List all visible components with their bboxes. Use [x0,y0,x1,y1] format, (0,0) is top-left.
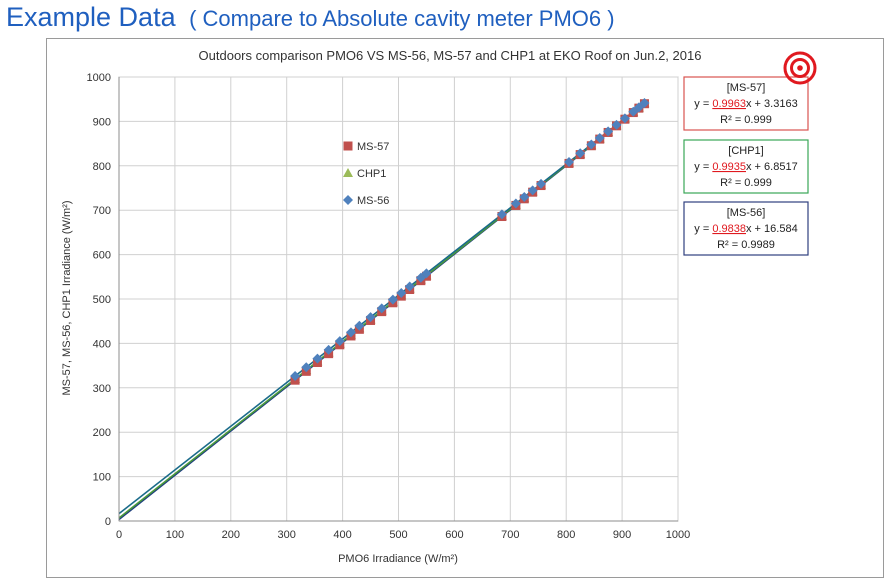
data-point-ms-56 [301,362,312,373]
annotation-header: [CHP1] [728,145,763,157]
legend: MS-57 CHP1 MS-56 [343,141,389,207]
data-point-ms-56 [376,303,387,314]
target-ring-middle [790,58,810,78]
x-axis-label: PMO6 Irradiance (W/m²) [338,553,458,565]
annotation-header: [MS-57] [727,82,766,94]
y-tick-label: 400 [93,338,111,350]
annotation-equation: y = 0.9935x + 6.8517 [694,161,797,173]
x-tick-label: 500 [389,529,407,541]
y-tick-label: 700 [93,205,111,217]
data-point-ms-56 [586,139,597,150]
x-tick-label: 600 [445,529,463,541]
data-point-ms-56 [619,113,630,124]
x-tick-label: 100 [166,529,184,541]
data-point-ms-56 [387,294,398,305]
annotation-box-chp1 [683,139,809,194]
equation-suffix: x + 6.8517 [746,161,798,173]
data-point-ms-56 [323,344,334,355]
equation-slope: 0.9838 [712,223,746,235]
data-point-ms-56 [575,148,586,159]
legend-marker-chp1 [343,168,353,177]
x-tick-label: 0 [116,529,122,541]
y-tick-label: 200 [93,427,111,439]
chart-title: Outdoors comparison PMO6 VS MS-56, MS-57… [199,48,702,63]
legend-label-ms-57: MS-57 [357,141,389,153]
equation-prefix: y = [694,161,712,173]
annotation-box-ms-56 [683,201,809,256]
page-subtitle: ( Compare to Absolute cavity meter PMO6 … [189,6,615,31]
data-point-ms-56 [639,98,650,109]
data-point-ms-56 [334,336,345,347]
data-point-ms-56 [312,353,323,364]
y-tick-label: 300 [93,383,111,395]
x-tick-label: 1000 [666,529,690,541]
equation-suffix: x + 3.3163 [746,98,798,110]
annotation-r2: R² = 0.999 [720,114,772,126]
legend-marker-ms-57 [343,141,353,151]
equation-slope: 0.9935 [712,161,746,173]
regression-annotations: [MS-57] y = 0.9963x + 3.3163 R² = 0.999 [CH… [683,76,809,256]
annotation-r2: R² = 0.9989 [717,239,775,251]
data-points [290,98,650,385]
data-point-ms-56 [519,191,530,202]
y-tick-label: 900 [93,116,111,128]
y-axis-label: MS-57, MS-56, CHP1 Irradiance (W/m²) [61,201,73,396]
chart-axes: 0 100 200 300 400 500 600 700 800 900 1000 0 100 200 3… [87,72,691,541]
annotation-header: [MS-56] [727,207,766,219]
y-tick-label: 100 [93,472,111,484]
annotation-r2: R² = 0.999 [720,177,772,189]
data-point-ms-56 [510,198,521,209]
y-tick-label: 500 [93,294,111,306]
annotation-equation: y = 0.9963x + 3.3163 [694,98,797,110]
y-tick-label: 0 [105,516,111,528]
x-tick-label: 900 [613,529,631,541]
legend-marker-ms-56 [343,195,353,205]
y-tick-label: 800 [93,161,111,173]
legend-label-chp1: CHP1 [357,168,386,180]
target-ring-outer [783,51,817,85]
equation-slope: 0.9963 [712,98,746,110]
concentric-circle-target-icon [783,51,817,85]
chart-frame [46,38,884,578]
data-point-ms-56 [563,157,574,168]
data-point-ms-56 [345,327,356,338]
data-point-ms-56 [396,288,407,299]
data-point-ms-56 [404,281,415,292]
x-tick-label: 800 [557,529,575,541]
equation-prefix: y = [694,223,712,235]
data-point-ms-56 [594,132,605,143]
data-point-ms-56 [603,126,614,137]
target-center [797,65,803,71]
data-point-ms-56 [611,119,622,130]
x-tick-label: 300 [278,529,296,541]
equation-suffix: x + 16.584 [746,223,798,235]
data-point-ms-56 [290,371,301,382]
page-title-main: Example Data [6,2,176,32]
data-point-ms-56 [536,178,547,189]
x-tick-label: 700 [501,529,519,541]
data-point-ms-56 [527,185,538,196]
equation-prefix: y = [694,98,712,110]
data-point-ms-56 [354,320,365,331]
x-tick-label: 200 [222,529,240,541]
annotation-equation: y = 0.9838x + 16.584 [694,223,797,235]
x-tick-label: 400 [333,529,351,541]
annotation-box-ms-57 [683,76,809,131]
y-tick-label: 1000 [87,72,111,84]
page-title: Example Data ( Compare to Absolute cavit… [6,2,615,33]
data-point-ms-56 [421,268,432,279]
data-point-ms-56 [496,209,507,220]
legend-label-ms-56: MS-56 [357,195,389,207]
y-tick-label: 600 [93,250,111,262]
data-point-ms-56 [365,312,376,323]
